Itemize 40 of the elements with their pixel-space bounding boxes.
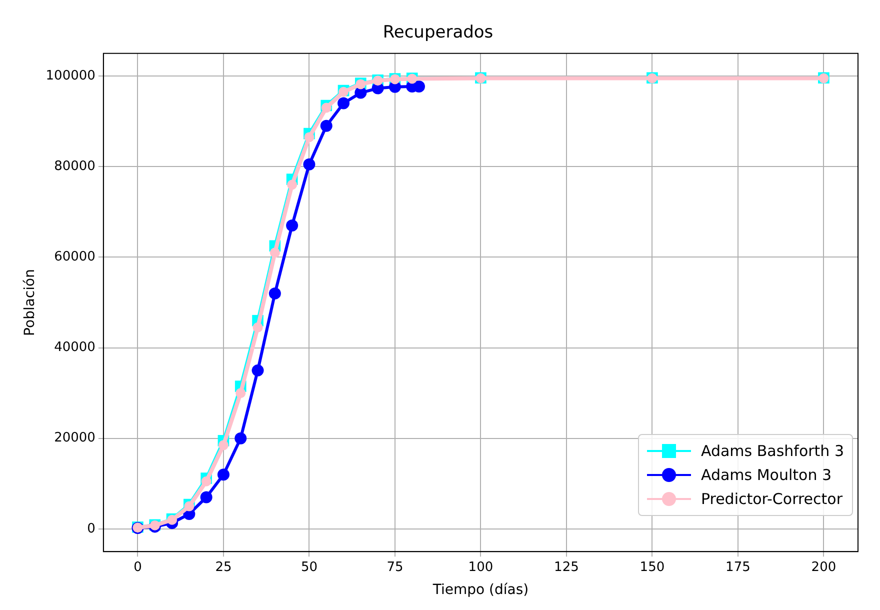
y-tick-label: 60000 bbox=[54, 250, 96, 265]
point bbox=[234, 432, 247, 444]
y-tick-label: 80000 bbox=[54, 159, 96, 174]
point bbox=[286, 220, 298, 232]
x-tick-label: 0 bbox=[134, 560, 142, 575]
legend-label: Predictor-Corrector bbox=[700, 489, 843, 510]
x-tick-label: 175 bbox=[726, 560, 750, 575]
point bbox=[354, 86, 367, 99]
x-tick-label: 150 bbox=[640, 560, 665, 575]
x-tick-label: 125 bbox=[554, 560, 579, 575]
x-tick-label: 200 bbox=[811, 560, 836, 575]
point bbox=[303, 158, 316, 170]
y-tick-label: 40000 bbox=[54, 340, 96, 356]
legend-label: Adams Bashforth 3 bbox=[700, 441, 844, 462]
y-tick-label: 0 bbox=[87, 521, 96, 536]
point bbox=[304, 132, 314, 142]
y-tick-label: 100000 bbox=[46, 68, 96, 84]
point bbox=[320, 120, 332, 132]
x-tick-label: 25 bbox=[215, 560, 232, 575]
y-axis-title: Población bbox=[22, 269, 38, 336]
point bbox=[338, 97, 350, 110]
point bbox=[184, 501, 194, 512]
y-tick-label: 20000 bbox=[54, 430, 96, 446]
point bbox=[201, 476, 212, 486]
chart-title: Recuperados bbox=[382, 22, 494, 43]
x-tick-label: 50 bbox=[300, 560, 318, 575]
point bbox=[217, 468, 230, 481]
point bbox=[218, 440, 228, 450]
point bbox=[252, 364, 264, 376]
point bbox=[268, 287, 281, 300]
point bbox=[200, 491, 212, 504]
x-tick-label: 75 bbox=[386, 560, 404, 575]
point bbox=[287, 180, 298, 190]
x-tick-label: 100 bbox=[468, 560, 494, 575]
x-axis-title: Tiempo (días) bbox=[432, 582, 529, 598]
point bbox=[270, 248, 280, 258]
point bbox=[321, 102, 332, 113]
point bbox=[252, 322, 263, 332]
point bbox=[236, 388, 246, 398]
legend-label: Adams Moulton 3 bbox=[700, 465, 832, 486]
